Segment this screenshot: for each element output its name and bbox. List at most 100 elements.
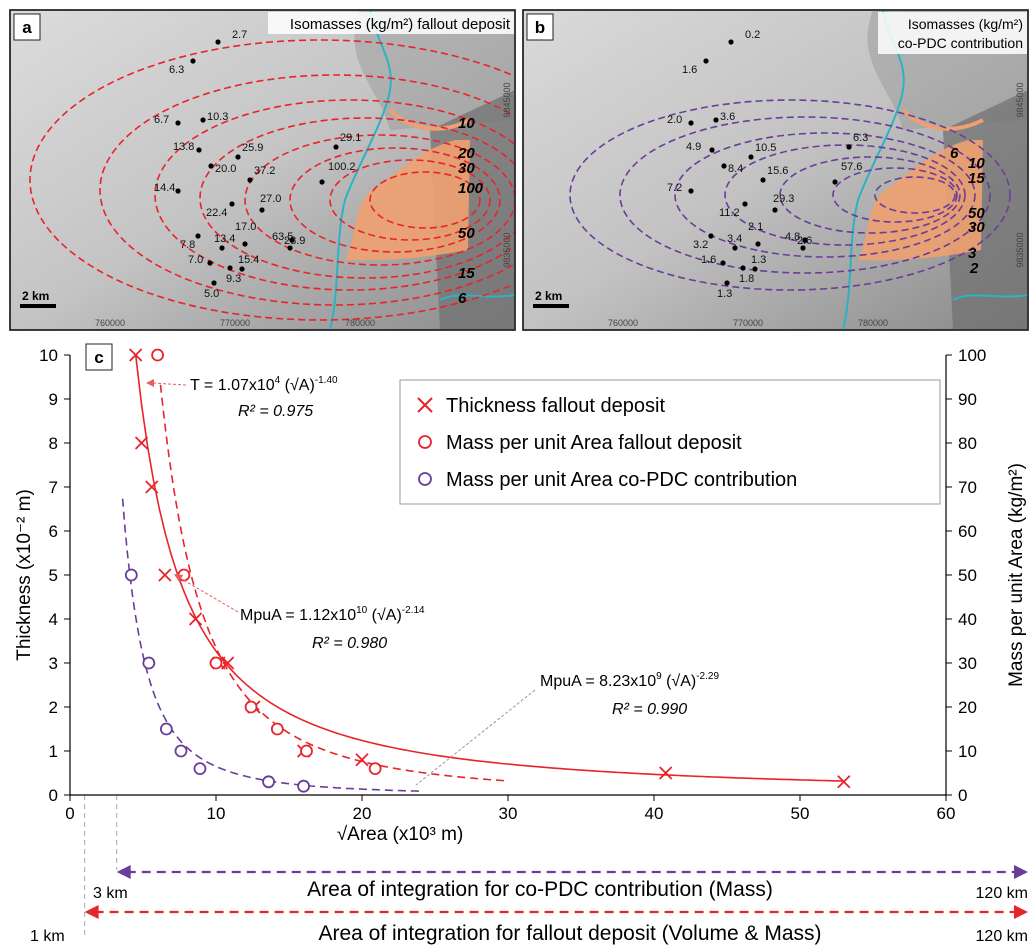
integration-fallout-label: Area of integration for fallout deposit … [318, 922, 821, 945]
panel-b-letter: b [535, 18, 545, 37]
map-b-sample-point [709, 147, 715, 153]
map-b-sample-label: 11.2 [719, 207, 740, 219]
y-left-tick-label: 0 [49, 786, 58, 805]
map-a-river-2 [439, 294, 515, 301]
map-a-sample-point [175, 120, 181, 126]
map-a-contour-label: 15 [458, 265, 475, 282]
map-b-sample-label: 10.5 [755, 142, 776, 154]
x-axis-label: √Area (x10³ m) [337, 824, 464, 845]
map-b-sample-point [832, 179, 838, 185]
integration-copdc-end: 120 km [976, 885, 1028, 902]
map-b-sample-point [760, 177, 766, 183]
map-b-sample-point [800, 245, 806, 251]
fit-thickness-r2: R² = 0.975 [238, 403, 313, 420]
map-a-sample-point [289, 237, 295, 243]
point-mpua-copdc [297, 779, 311, 793]
map-a-sample-label: 5.0 [204, 288, 219, 300]
panel-a-scalebar-label: 2 km [22, 289, 49, 303]
map-a-sample-label: 29.1 [340, 132, 361, 144]
map-a-sample-label: 63.5 [272, 231, 293, 243]
map-a-sample-label: 100.2 [328, 161, 356, 173]
point-mpua-copdc [142, 656, 156, 670]
map-a-sample-point [229, 201, 235, 207]
y-left-tick-label: 8 [49, 434, 58, 453]
map-tick-x: 760000 [95, 318, 125, 328]
fit-mpua-fallout-r2: R² = 0.980 [312, 635, 387, 652]
map-b-pdc-deposit [858, 140, 983, 261]
map-a-sample-point [200, 117, 206, 123]
map-a-sample-point [196, 147, 202, 153]
legend-marker-circle [418, 435, 432, 449]
map-b-sample-point [728, 39, 734, 45]
x-tick-label: 20 [353, 804, 372, 823]
point-mpua-copdc [124, 568, 138, 582]
map-a-contour-label: 6 [458, 290, 467, 307]
map-a-sample-label: 6.3 [169, 64, 184, 76]
map-a-pdc-flow [388, 108, 471, 131]
map-b-sample-label: 2.0 [667, 114, 682, 126]
map-b-sample-label: 0.2 [745, 29, 760, 41]
map-tick-x: 770000 [733, 318, 763, 328]
map-tick-y: 9835000 [1015, 232, 1025, 267]
point-thickness-fallout [158, 568, 172, 582]
map-tick-x: 780000 [345, 318, 375, 328]
map-a-sample-label: 13.8 [173, 141, 194, 153]
fit-mpua-copdc-r2: R² = 0.990 [612, 701, 687, 718]
point-thickness-fallout [145, 480, 159, 494]
map-a-sample-point [207, 260, 213, 266]
panel-c-letter: c [94, 348, 103, 367]
map-a-sample-label: 9.3 [226, 273, 241, 285]
fit-curve-mpua-fallout [159, 384, 509, 782]
y-left-tick-label: 9 [49, 390, 58, 409]
fit-mpua-copdc-equation: MpuA = 8.23x109 (√A)-2.29 [540, 671, 719, 690]
map-b-sample-label: 6.3 [853, 132, 868, 144]
map-b-sample-label: 3.2 [693, 239, 708, 251]
map-b-contour-label: 10 [968, 155, 985, 172]
map-b-sample-point [772, 207, 778, 213]
y-left-tick-label: 3 [49, 654, 58, 673]
map-b-sample-label: 1.6 [701, 254, 716, 266]
map-a-sample-label: 14.4 [154, 182, 175, 194]
map-b-sample-point [721, 163, 727, 169]
map-a-sample-point [259, 207, 265, 213]
map-b-sample-label: 57.6 [841, 161, 862, 173]
map-a-sample-point [242, 241, 248, 247]
map-a-sample-label: 25.9 [242, 142, 263, 154]
point-mpua-fallout [270, 722, 284, 736]
map-b-sample-point [708, 233, 714, 239]
point-mpua-fallout [151, 348, 165, 362]
point-thickness-fallout [837, 775, 851, 789]
point-mpua-fallout [368, 762, 382, 775]
map-tick-y: 9845000 [502, 82, 512, 117]
map-a-sample-label: 37.2 [254, 165, 275, 177]
x-tick-label: 10 [207, 804, 226, 823]
map-b-sample-point [742, 201, 748, 207]
map-b-sample-label: 1.6 [682, 64, 697, 76]
fit-thickness-equation: T = 1.07x104 (√A)-1.40 [190, 375, 338, 394]
map-a-sample-point [208, 163, 214, 169]
map-a-contour-label: 20 [457, 145, 475, 162]
x-tick-label: 40 [645, 804, 664, 823]
panel-a-title: Isomasses (kg/m²) fallout deposit [290, 16, 511, 33]
point-mpua-copdc [262, 775, 275, 789]
map-panel-b: b Isomasses (kg/m²) co-PDC contribution … [522, 9, 1029, 331]
point-thickness-fallout [221, 656, 235, 670]
map-a-sample-point [319, 179, 325, 185]
point-mpua-copdc [193, 762, 207, 775]
map-b-sample-point [846, 144, 852, 150]
integration-copdc-start: 3 km [93, 885, 128, 902]
map-tick-y: 9845000 [1015, 82, 1025, 117]
map-b-sample-label: 4.9 [686, 141, 701, 153]
map-b-sample-label: 2.6 [797, 235, 812, 247]
map-b-sample-label: 3.4 [727, 233, 742, 245]
map-a-sample-point [287, 245, 293, 251]
map-a-pdc-deposit [345, 140, 470, 261]
map-b-sample-point [752, 266, 758, 272]
fit-mpua-fallout-equation: MpuA = 1.12x1010 (√A)-2.14 [240, 605, 425, 624]
point-thickness-fallout [188, 612, 203, 626]
point-mpua-fallout [209, 656, 223, 670]
map-a-contour-label: 50 [458, 225, 475, 242]
leader-mpua-fallout [179, 577, 239, 613]
map-a-sample-label: 22.4 [206, 207, 227, 219]
